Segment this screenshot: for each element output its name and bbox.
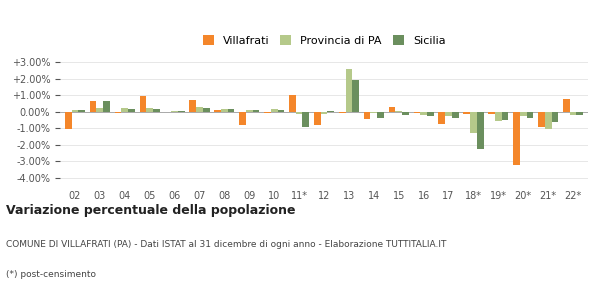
Bar <box>545 112 551 129</box>
Bar <box>551 112 558 122</box>
Bar <box>65 112 71 129</box>
Bar <box>278 110 284 112</box>
Bar <box>271 109 278 112</box>
Bar <box>488 112 495 114</box>
Bar <box>527 112 533 118</box>
Bar <box>239 112 246 125</box>
Bar <box>153 109 160 112</box>
Bar <box>352 80 359 112</box>
Bar <box>203 108 209 112</box>
Bar <box>121 108 128 112</box>
Bar <box>178 111 185 112</box>
Bar <box>253 110 259 112</box>
Bar <box>246 110 253 112</box>
Bar <box>370 112 377 113</box>
Bar <box>128 109 135 112</box>
Legend: Villafrati, Provincia di PA, Sicilia: Villafrati, Provincia di PA, Sicilia <box>198 31 450 50</box>
Bar <box>196 107 203 112</box>
Bar <box>296 112 302 114</box>
Bar <box>364 112 370 119</box>
Bar <box>214 110 221 112</box>
Bar <box>228 109 235 112</box>
Bar <box>328 111 334 112</box>
Bar <box>520 112 527 116</box>
Bar <box>413 112 420 113</box>
Bar <box>90 101 97 112</box>
Bar <box>502 112 508 120</box>
Text: COMUNE DI VILLAFRATI (PA) - Dati ISTAT al 31 dicembre di ogni anno - Elaborazion: COMUNE DI VILLAFRATI (PA) - Dati ISTAT a… <box>6 240 446 249</box>
Bar <box>346 69 352 112</box>
Bar <box>339 112 346 113</box>
Bar <box>563 99 569 112</box>
Bar <box>97 108 103 112</box>
Text: Variazione percentuale della popolazione: Variazione percentuale della popolazione <box>6 204 296 217</box>
Bar <box>190 100 196 112</box>
Bar <box>146 108 153 112</box>
Bar <box>395 111 402 112</box>
Bar <box>221 109 228 112</box>
Bar <box>477 112 484 149</box>
Bar <box>103 100 110 112</box>
Bar <box>289 95 296 112</box>
Bar <box>439 112 445 124</box>
Bar <box>140 96 146 112</box>
Bar <box>264 112 271 113</box>
Bar <box>452 112 458 118</box>
Bar <box>320 112 328 114</box>
Bar <box>71 110 79 112</box>
Bar <box>402 112 409 115</box>
Bar <box>420 112 427 115</box>
Bar <box>463 112 470 114</box>
Bar <box>445 112 452 116</box>
Text: (*) post-censimento: (*) post-censimento <box>6 270 96 279</box>
Bar <box>389 107 395 112</box>
Bar <box>513 112 520 164</box>
Bar <box>470 112 477 133</box>
Bar <box>495 112 502 121</box>
Bar <box>377 112 384 118</box>
Bar <box>314 112 320 125</box>
Bar <box>427 112 434 116</box>
Bar <box>538 112 545 127</box>
Bar <box>171 111 178 112</box>
Bar <box>79 110 85 112</box>
Bar <box>302 112 309 127</box>
Bar <box>569 112 577 115</box>
Bar <box>577 112 583 115</box>
